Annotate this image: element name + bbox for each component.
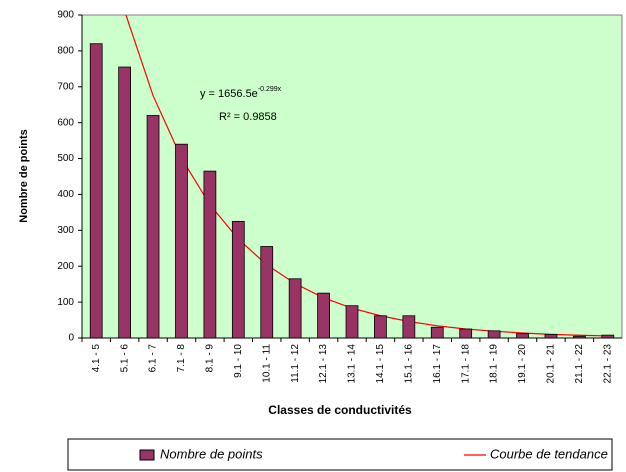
y-tick-label: 500 <box>57 153 74 164</box>
y-tick-label: 200 <box>57 261 74 272</box>
x-tick-label: 11.1 - 12 <box>290 344 301 383</box>
x-axis-title: Classes de conductivités <box>268 403 412 417</box>
x-tick-label: 4.1 - 5 <box>91 344 102 373</box>
x-tick-label: 13.1 - 14 <box>347 344 358 384</box>
x-tick-label: 15.1 - 16 <box>403 344 414 384</box>
bar <box>146 115 160 339</box>
bar <box>402 315 416 339</box>
y-tick-label: 800 <box>57 46 74 57</box>
bar <box>487 330 501 339</box>
bar <box>516 333 529 339</box>
x-tick-label: 14.1 - 15 <box>375 344 386 384</box>
x-tick-label: 16.1 - 17 <box>432 344 443 384</box>
bar <box>317 292 330 339</box>
y-axis-title: Nombre de points <box>18 129 30 223</box>
bar <box>459 328 473 339</box>
y-tick-label: 700 <box>57 81 74 92</box>
bar <box>231 220 245 339</box>
bar <box>260 246 274 339</box>
x-tick-label: 12.1 - 13 <box>318 344 329 384</box>
bar <box>288 278 302 339</box>
x-tick-label: 22.1 - 23 <box>602 344 613 384</box>
bar <box>374 315 387 339</box>
y-tick-label: 400 <box>57 189 74 200</box>
x-tick-label: 5.1 - 6 <box>119 344 130 373</box>
bar <box>544 334 558 339</box>
x-tick-label: 6.1 - 7 <box>148 344 159 373</box>
x-tick-label: 20.1 - 21 <box>546 344 557 384</box>
bar <box>601 334 615 339</box>
plot-area <box>81 14 623 339</box>
x-tick-label: 18.1 - 19 <box>489 344 500 384</box>
r-squared: R² = 0.9858 <box>219 111 277 123</box>
bar <box>345 305 359 339</box>
x-tick-label: 19.1 - 20 <box>517 344 528 384</box>
equation: y = 1656.5e-0.299x <box>200 86 282 100</box>
x-tick-label: 9.1 - 10 <box>233 344 244 378</box>
bar <box>430 326 444 339</box>
y-tick-label: 100 <box>57 297 74 308</box>
legend-label: Nombre de points <box>160 446 263 461</box>
y-tick-label: 300 <box>57 225 74 236</box>
y-tick-label: 900 <box>57 10 74 21</box>
legend-label: Courbe de tendance <box>490 446 608 461</box>
y-tick-label: 0 <box>68 333 74 344</box>
bar <box>573 335 586 339</box>
x-tick-label: 8.1 - 9 <box>205 344 216 373</box>
x-tick-label: 17.1 - 18 <box>460 344 471 384</box>
bar <box>89 43 103 339</box>
legend <box>67 438 613 471</box>
equation-exponent: -0.299x <box>258 86 282 93</box>
bar <box>175 143 188 339</box>
equation-base: y = 1656.5e <box>200 88 258 100</box>
x-tick-label: 10.1 - 11 <box>261 344 272 383</box>
bar <box>203 170 217 339</box>
legend-swatch <box>139 449 155 461</box>
bar <box>118 66 131 339</box>
x-tick-label: 7.1 - 8 <box>176 344 187 373</box>
x-tick-label: 21.1 - 22 <box>574 344 585 384</box>
y-tick-label: 600 <box>57 117 74 128</box>
